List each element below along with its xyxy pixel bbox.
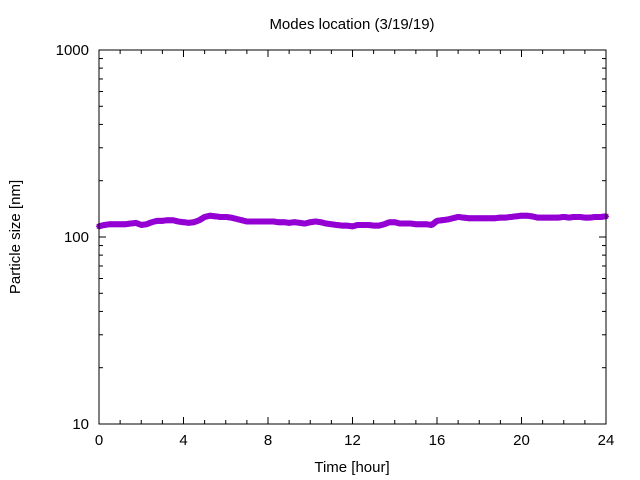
x-tick-label: 8 (264, 432, 272, 449)
y-tick-label: 10 (72, 416, 89, 433)
data-points (96, 212, 609, 230)
x-tick-label: 16 (429, 432, 446, 449)
x-tick-label: 4 (179, 432, 187, 449)
y-tick-label: 1000 (56, 42, 89, 59)
x-tick-label: 24 (598, 432, 615, 449)
x-tick-label: 20 (513, 432, 530, 449)
axis-ticks: 0 4 8 12 16 20 24 10 100 1000 (56, 42, 615, 449)
plot-frame (98, 49, 607, 425)
y-axis-label: Particle size [nm] (7, 180, 24, 294)
y-tick-label: 100 (64, 229, 89, 246)
chart-title: Modes location (3/19/19) (269, 16, 434, 33)
x-tick-label: 12 (344, 432, 361, 449)
x-tick-label: 0 (95, 432, 103, 449)
x-axis-label: Time [hour] (314, 459, 389, 476)
